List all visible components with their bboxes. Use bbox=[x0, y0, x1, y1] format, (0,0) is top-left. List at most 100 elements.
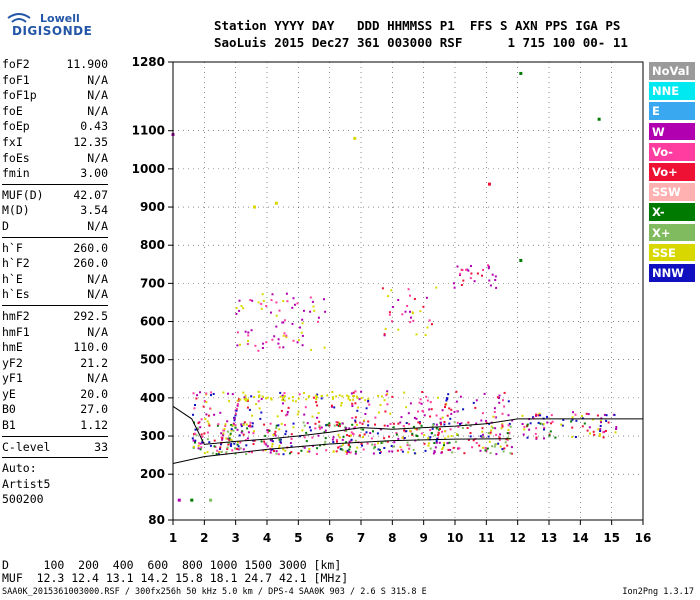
echo-dot bbox=[335, 450, 338, 453]
echo-dot bbox=[282, 346, 285, 349]
echo-dot bbox=[209, 407, 212, 410]
echo-dot bbox=[400, 448, 403, 451]
echo-dot bbox=[335, 421, 338, 424]
x-tick-label: 5 bbox=[294, 531, 302, 545]
echo-dot bbox=[427, 437, 430, 440]
echo-dot bbox=[494, 279, 497, 281]
echo-dot bbox=[365, 407, 368, 410]
echo-dot bbox=[237, 448, 240, 451]
echo-dot bbox=[230, 424, 233, 426]
echo-dot bbox=[286, 411, 289, 413]
echo-dot bbox=[317, 434, 320, 437]
echo-dot bbox=[277, 424, 280, 427]
echo-dot bbox=[429, 429, 432, 432]
echo-dot bbox=[243, 396, 246, 399]
echo-dot bbox=[193, 407, 196, 410]
echo-dot bbox=[244, 330, 247, 333]
echo-dot bbox=[206, 438, 209, 441]
echo-dot bbox=[417, 410, 419, 413]
echo-dot bbox=[250, 329, 253, 332]
legend-entry: SSE bbox=[649, 243, 695, 262]
echo-dot bbox=[373, 443, 376, 446]
echo-dot bbox=[205, 413, 208, 416]
echo-dot bbox=[345, 429, 348, 432]
echo-dot bbox=[406, 444, 409, 447]
echo-dot bbox=[498, 397, 500, 399]
param-value: 1.12 bbox=[80, 418, 108, 433]
echo-dot bbox=[290, 445, 293, 448]
echo-dot bbox=[408, 444, 411, 447]
legend-entry: X- bbox=[649, 203, 695, 222]
param-value: 0.43 bbox=[80, 119, 108, 134]
echo-dot bbox=[443, 444, 445, 447]
param-value: 33 bbox=[94, 439, 108, 454]
echo-dot bbox=[229, 432, 232, 435]
echo-dot bbox=[332, 436, 335, 439]
echo-dot bbox=[469, 424, 472, 427]
echo-dot bbox=[206, 420, 209, 423]
polarization-legend: NoVal NNE E W Vo- Vo+ SSW X- X+ SSE NNW bbox=[649, 62, 695, 284]
echo-dot bbox=[294, 303, 296, 306]
echo-dot bbox=[292, 339, 295, 342]
echo-dot bbox=[397, 437, 400, 440]
echo-dot bbox=[333, 424, 336, 427]
echo-dot bbox=[263, 423, 266, 426]
echo-dot bbox=[354, 439, 357, 442]
param-row: MUF(D) 42.07 bbox=[2, 188, 108, 204]
echo-dot bbox=[490, 429, 493, 432]
autoscale-info: 500200 bbox=[2, 492, 44, 507]
echo-dot bbox=[279, 441, 282, 443]
echo-dot bbox=[395, 433, 398, 436]
echo-dot bbox=[211, 452, 214, 455]
echo-dot bbox=[521, 414, 524, 417]
echo-dot bbox=[571, 435, 574, 438]
echo-dot bbox=[207, 422, 210, 425]
echo-dot bbox=[361, 422, 364, 425]
echo-dot bbox=[292, 399, 294, 402]
echo-dot bbox=[581, 415, 583, 418]
legend-entry: W bbox=[649, 122, 695, 141]
echo-dot bbox=[351, 423, 354, 426]
echo-dot bbox=[324, 437, 327, 440]
echo-dot bbox=[223, 427, 226, 430]
echo-dot bbox=[597, 428, 600, 431]
logo-digisonde: DIGISONDE bbox=[12, 24, 93, 38]
param-value: 12.35 bbox=[73, 134, 108, 149]
echo-dot bbox=[292, 426, 295, 429]
echo-dot bbox=[259, 417, 262, 420]
echo-dot bbox=[508, 422, 511, 425]
echo-dot bbox=[467, 269, 470, 272]
y-tick-label: 400 bbox=[140, 391, 165, 405]
data-point bbox=[252, 205, 256, 209]
echo-dot bbox=[528, 428, 531, 431]
echo-dot bbox=[502, 450, 505, 453]
echo-dot bbox=[443, 430, 446, 433]
echo-dot bbox=[420, 424, 423, 427]
echo-dot bbox=[535, 437, 538, 440]
echo-dot bbox=[381, 441, 384, 444]
echo-dot bbox=[588, 426, 591, 429]
echo-dot bbox=[373, 446, 376, 449]
echo-dot bbox=[298, 393, 301, 396]
echo-dot bbox=[441, 409, 444, 412]
y-tick-label: 1100 bbox=[132, 124, 165, 138]
echo-dot bbox=[484, 446, 487, 449]
echo-dot bbox=[249, 299, 252, 301]
echo-dot bbox=[345, 394, 348, 397]
echo-dot bbox=[252, 432, 255, 435]
echo-dot bbox=[260, 397, 263, 400]
echo-dot bbox=[247, 331, 250, 334]
echo-dot bbox=[195, 397, 198, 400]
param-row: yF2 21.2 bbox=[2, 356, 108, 372]
echo-dot bbox=[372, 452, 375, 455]
echo-dot bbox=[455, 390, 458, 393]
param-divider bbox=[2, 183, 108, 185]
echo-dot bbox=[282, 300, 285, 303]
echo-dot bbox=[265, 397, 267, 400]
echo-dot bbox=[335, 395, 338, 398]
echo-dot bbox=[414, 427, 417, 430]
echo-dot bbox=[444, 437, 447, 440]
echo-dot bbox=[348, 435, 351, 437]
echo-dot bbox=[330, 405, 333, 408]
echo-dot bbox=[194, 428, 197, 431]
